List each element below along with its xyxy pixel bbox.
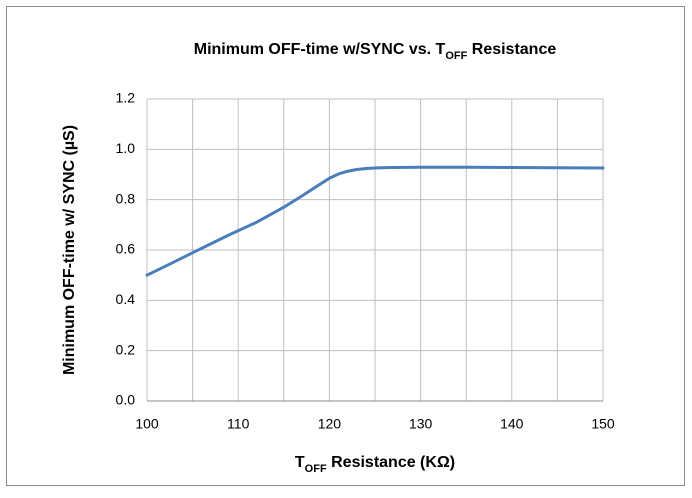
- text-part: OFF: [445, 50, 467, 62]
- y-tick-label: 0.2: [116, 341, 136, 357]
- text-part: Minimum OFF-time w/SYNC vs. T: [194, 41, 446, 58]
- text-part: Resistance: [467, 41, 556, 58]
- x-tick-label: 110: [227, 416, 250, 432]
- y-tick-label: 0.0: [116, 392, 136, 408]
- text-part: OFF: [305, 463, 327, 475]
- line-series: [145, 165, 605, 277]
- y-tick-label: 0.6: [116, 241, 136, 257]
- text-part: Resistance (KΩ): [327, 454, 455, 471]
- chart-border: [6, 6, 685, 486]
- x-axis-label: TOFF Resistance (KΩ): [295, 454, 455, 475]
- x-tick-label: 150: [591, 416, 615, 432]
- y-tick-label: 1.2: [116, 90, 136, 106]
- x-tick-label: 100: [135, 416, 159, 432]
- x-tick-label: 130: [409, 416, 433, 432]
- text-part: T: [295, 454, 305, 471]
- chart-title: Minimum OFF-time w/SYNC vs. TOFF Resista…: [194, 41, 557, 62]
- y-tick-label: 0.8: [116, 190, 136, 206]
- x-tick-label: 140: [500, 416, 524, 432]
- x-tick-label: 120: [318, 416, 342, 432]
- y-tick-label: 0.4: [116, 291, 136, 307]
- y-tick-label: 1.0: [116, 140, 136, 156]
- y-axis-label: Minimum OFF-time w/ SYNC (µS): [61, 125, 78, 375]
